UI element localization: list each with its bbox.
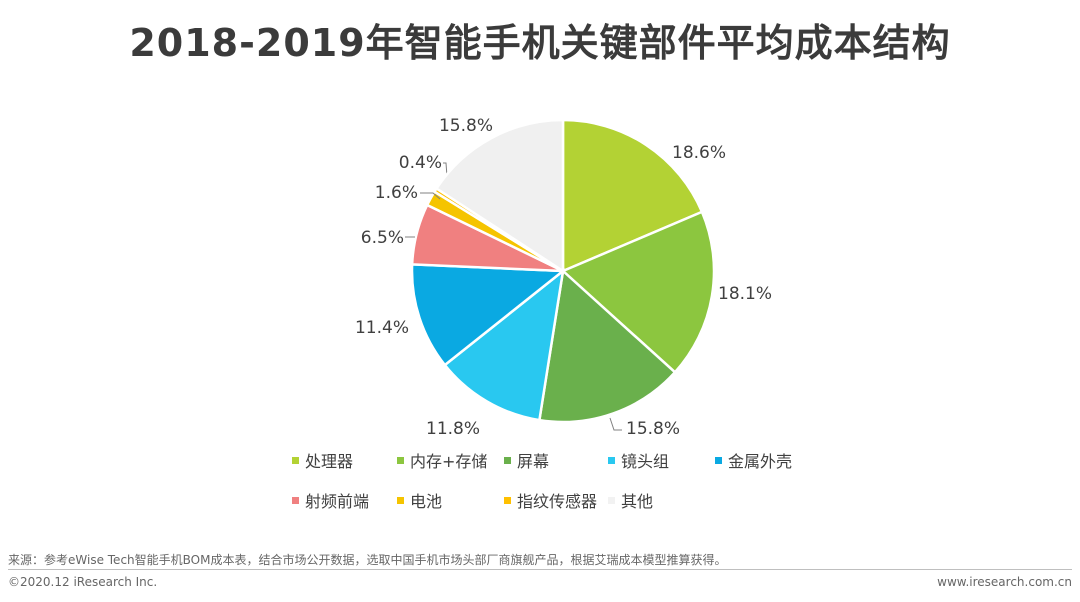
data-label-other: 15.8% <box>439 116 493 136</box>
legend-swatch <box>397 456 404 464</box>
pie-slice-screen <box>537 268 677 424</box>
copyright-text: ©2020.12 iResearch Inc. <box>8 575 158 589</box>
pie-slice-metal-case <box>410 263 567 367</box>
legend-label: 电池 <box>410 492 443 511</box>
leader-line-battery <box>420 192 441 200</box>
legend-item-fingerprint: 指纹传感器 <box>504 488 597 512</box>
legend-label: 其他 <box>621 492 654 511</box>
leader-line-screen <box>609 417 622 431</box>
data-label-metal-case: 11.4% <box>355 318 409 338</box>
website-url: www.iresearch.com.cn <box>937 575 1072 589</box>
legend-swatch <box>397 496 404 504</box>
legend-swatch <box>504 456 511 464</box>
pie-slice-memory-storage <box>560 210 716 375</box>
legend-swatch <box>608 456 615 464</box>
legend-swatch <box>608 496 615 504</box>
chart-title: 2018-2019年智能手机关键部件平均成本结构 <box>129 21 951 65</box>
legend-swatch <box>292 496 299 504</box>
legend-label: 射频前端 <box>305 492 370 511</box>
pie-slice-camera <box>443 268 565 422</box>
data-label-rf-frontend: 6.5% <box>361 228 404 248</box>
legend-label: 处理器 <box>305 452 354 471</box>
pie-slice-processor <box>561 118 704 273</box>
footer-divider <box>8 569 1072 570</box>
legend-item-camera: 镜头组 <box>608 448 669 472</box>
legend-label: 金属外壳 <box>728 452 793 471</box>
data-label-memory-storage: 18.1% <box>718 284 772 304</box>
legend-label: 镜头组 <box>621 452 670 471</box>
legend-swatch <box>715 456 722 464</box>
legend-item-metal-case: 金属外壳 <box>715 448 792 472</box>
data-label-battery: 1.6% <box>375 183 418 203</box>
source-note: 来源：参考eWise Tech智能手机BOM成本表，结合市场公开数据，选取中国手… <box>8 553 727 567</box>
data-label-screen: 15.8% <box>626 419 680 439</box>
legend-swatch <box>292 456 299 464</box>
legend-item-screen: 屏幕 <box>504 448 549 472</box>
legend-swatch <box>504 496 511 504</box>
data-label-fingerprint: 0.4% <box>399 153 442 173</box>
legend-item-other: 其他 <box>608 488 653 512</box>
data-label-processor: 18.6% <box>672 143 726 163</box>
legend-item-processor: 处理器 <box>292 448 353 472</box>
legend-label: 内存+存储 <box>410 452 488 471</box>
legend-item-rf-frontend: 射频前端 <box>292 488 369 512</box>
legend-item-memory-storage: 内存+存储 <box>397 448 487 472</box>
legend-label: 屏幕 <box>517 452 550 471</box>
pie-slice-other <box>434 118 565 274</box>
data-label-camera: 11.8% <box>426 419 480 439</box>
legend-item-battery: 电池 <box>397 488 442 512</box>
legend-label: 指纹传感器 <box>517 492 598 511</box>
